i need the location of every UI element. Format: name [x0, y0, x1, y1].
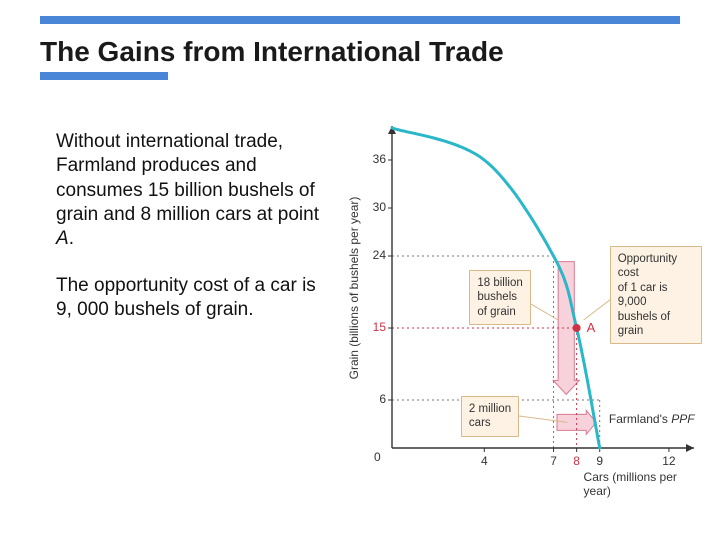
y-tick-15: 15: [362, 320, 386, 334]
callout-grain-l1: 18 billion: [477, 277, 522, 289]
callout-grain-change: 18 billion bushels of grain: [469, 270, 530, 325]
callout-opp-l3: bushels of grain: [618, 311, 670, 337]
header-l-bar: [40, 72, 168, 80]
callout-car-change: 2 million cars: [461, 396, 519, 437]
x-tick-12: 12: [662, 454, 675, 468]
paragraph-1: Without international trade, Farmland pr…: [56, 130, 326, 252]
y-tick-36: 36: [362, 152, 386, 166]
chart: Grain (billions of bushels per year) 615…: [342, 122, 702, 490]
callout-grain-l2: bushels: [477, 291, 517, 303]
body-text: Without international trade, Farmland pr…: [56, 130, 326, 344]
callout-opp-l2: of 1 car is 9,000: [618, 282, 668, 308]
header-top-bar: [40, 16, 680, 24]
point-a-label: A: [587, 320, 596, 335]
y-tick-6: 6: [362, 392, 386, 406]
page-title: The Gains from International Trade: [40, 36, 700, 76]
x-tick-4: 4: [481, 454, 488, 468]
callout-grain-l3: of grain: [477, 306, 515, 318]
x-axis-label: Cars (millions per year): [584, 470, 702, 492]
y-tick-30: 30: [362, 200, 386, 214]
title-area: The Gains from International Trade: [40, 36, 700, 76]
callout-cars-l1: 2 million: [469, 403, 511, 415]
callout-opp-l1: Opportunity cost: [618, 253, 677, 279]
callout-opportunity-cost: Opportunity cost of 1 car is 9,000 bushe…: [610, 246, 702, 344]
origin-label: 0: [374, 450, 381, 464]
callout-cars-l2: cars: [469, 417, 491, 429]
ppf-label: Farmland's PPF: [609, 412, 695, 426]
paragraph-2: The opportunity cost of a car is 9, 000 …: [56, 274, 326, 323]
paragraph-1-text: Without international trade, Farmland pr…: [56, 131, 319, 249]
x-tick-8: 8: [573, 454, 580, 468]
ppf-label-text: Farmland's PPF: [609, 412, 695, 426]
x-tick-9: 9: [596, 454, 603, 468]
x-tick-7: 7: [550, 454, 557, 468]
y-tick-24: 24: [362, 248, 386, 262]
